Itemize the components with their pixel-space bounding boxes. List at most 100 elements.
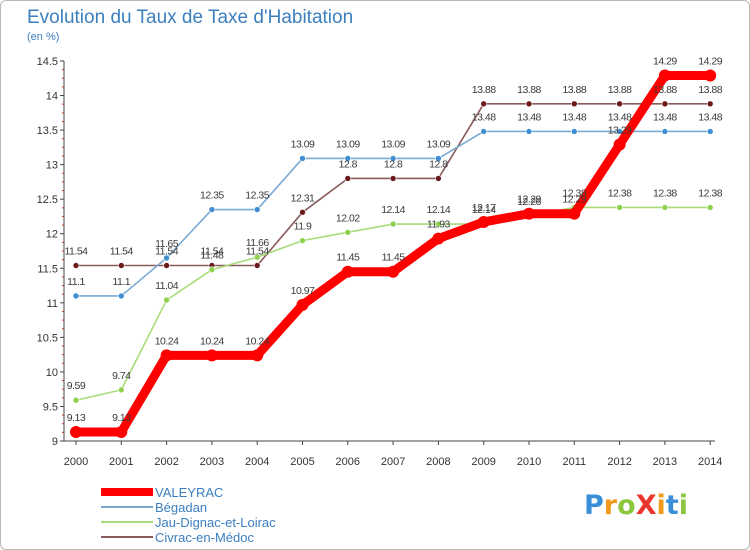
y-tick-label: 11.5	[37, 263, 58, 275]
x-tick-label: 2014	[698, 456, 722, 468]
data-label: 12.8	[429, 158, 448, 170]
data-point	[253, 262, 261, 269]
y-tick-label: 12	[46, 229, 58, 241]
data-label: 13.48	[698, 111, 722, 123]
data-point	[163, 262, 170, 269]
data-label: 13.48	[608, 111, 632, 123]
data-point	[389, 155, 397, 162]
x-tick-label: 2000	[64, 456, 88, 468]
data-point	[344, 175, 352, 182]
logo-letter: P	[584, 490, 604, 521]
series-line	[75, 206, 712, 402]
data-label: 13.29	[608, 125, 632, 137]
data-point	[480, 100, 488, 108]
logo-letter: i	[678, 490, 688, 521]
x-tick-label: 2008	[426, 456, 450, 468]
data-point	[480, 128, 488, 135]
y-axis-unit-label: (en %)	[27, 31, 60, 43]
data-label: 13.48	[562, 111, 586, 123]
y-tick-label: 11	[47, 298, 58, 310]
data-label: 9.13	[112, 412, 131, 424]
x-tick-label: 2011	[562, 456, 586, 468]
data-point	[296, 298, 309, 311]
legend-label: VALEYRAC	[155, 485, 224, 500]
data-point	[525, 100, 533, 108]
data-label: 12.35	[200, 190, 224, 202]
data-point	[658, 69, 671, 82]
y-tick-label: 13	[46, 160, 58, 172]
y-tick-label: 9.5	[43, 401, 58, 413]
data-label: 11.45	[336, 252, 360, 264]
data-label: 12.17	[472, 202, 496, 214]
data-label: 12.29	[517, 194, 541, 206]
data-label: 13.48	[517, 111, 541, 123]
data-point	[208, 266, 216, 273]
y-tick-label: 14.5	[37, 56, 58, 68]
data-label: 12.14	[381, 204, 405, 216]
data-label: 10.24	[200, 335, 224, 347]
logo-letter: t	[665, 490, 679, 521]
data-label: 9.59	[67, 380, 86, 392]
data-label: 10.97	[291, 285, 315, 297]
data-label: 12.8	[339, 158, 358, 170]
data-point	[118, 292, 125, 300]
data-label: 11.9	[294, 221, 312, 233]
chart-title: Evolution du Taux de Taxe d'Habitation	[27, 7, 354, 28]
data-label: 13.88	[653, 84, 677, 96]
data-point	[115, 426, 128, 439]
data-label: 11.45	[382, 252, 406, 264]
data-label: 12.8	[384, 158, 403, 170]
data-point	[432, 232, 445, 245]
data-point	[299, 209, 306, 216]
legend-label: Jau-Dignac-et-Loirac	[155, 515, 276, 530]
data-label: 12.14	[427, 204, 451, 216]
data-point	[570, 128, 578, 135]
data-label: 12.26	[517, 196, 541, 208]
data-label: 13.88	[517, 84, 541, 96]
data-point	[613, 138, 626, 151]
legend-swatch	[101, 488, 153, 496]
legend-label: Civrac-en-Médoc	[155, 530, 254, 545]
data-point	[568, 207, 581, 220]
data-label: 13.09	[381, 138, 405, 150]
x-tick-label: 2013	[653, 456, 677, 468]
logo-letter: r	[603, 490, 618, 521]
data-label: 12.35	[245, 190, 269, 202]
data-label: 13.88	[472, 84, 496, 96]
data-label: 11.1	[112, 276, 130, 288]
data-point	[389, 220, 397, 228]
data-label: 12.31	[291, 192, 315, 204]
data-point	[163, 254, 170, 262]
data-point	[344, 155, 352, 162]
data-label: 12.38	[562, 187, 586, 199]
x-tick-label: 2001	[109, 456, 133, 468]
data-label: 10.24	[245, 335, 269, 347]
data-label: 9.13	[67, 412, 86, 424]
data-point	[387, 265, 400, 278]
y-tick-label: 13.5	[37, 125, 58, 137]
x-tick-label: 2007	[381, 456, 405, 468]
data-label: 13.09	[427, 138, 451, 150]
data-label: 13.09	[291, 138, 315, 150]
data-label: 12.14	[472, 204, 496, 216]
data-label: 11.54	[155, 246, 179, 258]
data-label: 13.88	[608, 84, 632, 96]
data-point	[253, 206, 261, 213]
data-point	[251, 349, 264, 362]
y-tick-label: 10.5	[37, 332, 58, 344]
data-label: 11.54	[110, 246, 134, 258]
data-label: 11.54	[200, 246, 224, 258]
data-point	[70, 426, 82, 439]
data-point	[253, 253, 261, 261]
data-point	[661, 128, 669, 135]
data-point	[661, 204, 669, 211]
data-point	[341, 265, 354, 278]
logo-letter: i	[656, 490, 666, 521]
data-label: 13.48	[653, 111, 677, 123]
y-tick-label: 9	[52, 436, 58, 448]
data-point	[160, 349, 173, 362]
data-label: 12.38	[653, 187, 677, 199]
x-tick-label: 2004	[245, 456, 269, 468]
data-point	[205, 349, 218, 362]
